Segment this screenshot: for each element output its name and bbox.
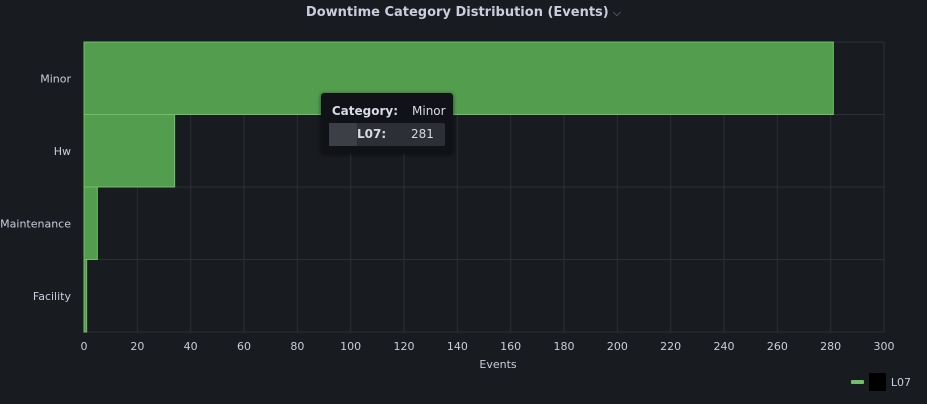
- x-tick-label: 60: [237, 340, 251, 353]
- y-tick-label: Minor: [40, 72, 71, 85]
- chevron-down-icon[interactable]: ⌵: [612, 6, 622, 19]
- x-tick-label: 160: [500, 340, 521, 353]
- bar-facility[interactable]: [83, 259, 88, 333]
- x-tick-label: 20: [130, 340, 144, 353]
- tooltip-header-key: Category:: [331, 104, 398, 118]
- x-tick-label: 80: [290, 340, 304, 353]
- x-tick-label: 220: [660, 340, 681, 353]
- x-tick-label: 120: [394, 340, 415, 353]
- tooltip: Category: Minor L07: 281: [321, 93, 453, 153]
- legend-series-label[interactable]: L07: [890, 375, 911, 389]
- tooltip-series-name: L07:: [357, 127, 387, 141]
- panel-title[interactable]: Downtime Category Distribution (Events) ⌵: [0, 5, 927, 20]
- x-tick-label: 300: [874, 340, 895, 353]
- x-tick-label: 260: [767, 340, 788, 353]
- x-tick-label: 280: [820, 340, 841, 353]
- x-tick-label: 100: [340, 340, 361, 353]
- x-tick-label: 240: [714, 340, 735, 353]
- x-axis-title: Events: [479, 358, 517, 371]
- legend-redacted-box: [868, 373, 886, 391]
- y-tick-label: Facility: [33, 290, 72, 303]
- x-axis-labels: 0 20 40 60 80 100 120 140 160 180 200 220 240 260 280 3…: [81, 340, 895, 353]
- bars: [83, 41, 834, 333]
- x-tick-label: 140: [447, 340, 468, 353]
- x-tick-label: 200: [607, 340, 628, 353]
- bar-hw[interactable]: [83, 114, 176, 188]
- bar-minor[interactable]: [83, 41, 834, 115]
- tooltip-series-swatch: [329, 123, 357, 146]
- tooltip-header: Category: Minor: [321, 104, 453, 120]
- y-tick-label: Hw: [54, 145, 71, 158]
- x-tick-label: 180: [554, 340, 575, 353]
- legend-series-line-icon: [850, 380, 864, 384]
- tooltip-header-value: Minor: [412, 104, 446, 118]
- y-tick-label: Maintenance: [0, 217, 71, 230]
- bar-maintenance[interactable]: [83, 186, 98, 260]
- panel-title-text: Downtime Category Distribution (Events): [305, 5, 609, 20]
- y-axis-labels: Minor Hw Maintenance Facility: [0, 72, 71, 303]
- legend[interactable]: L07: [850, 373, 911, 391]
- tooltip-series-row: L07: 281: [329, 123, 445, 146]
- x-tick-label: 40: [184, 340, 198, 353]
- x-tick-label: 0: [81, 340, 88, 353]
- tooltip-series-value: 281: [411, 127, 434, 141]
